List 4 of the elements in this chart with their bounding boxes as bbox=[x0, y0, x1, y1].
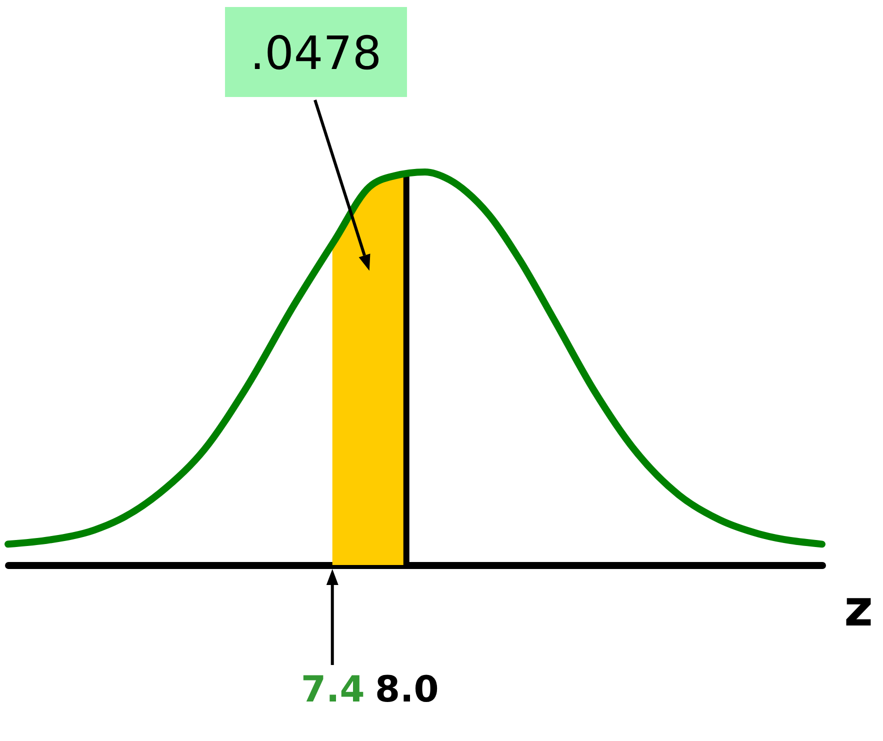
x-tick-label: 7.4 bbox=[300, 670, 365, 710]
x-tick-label: 8.0 bbox=[374, 670, 439, 710]
x-axis-title: z bbox=[844, 580, 874, 638]
text: .0478 bbox=[225, 7, 407, 97]
